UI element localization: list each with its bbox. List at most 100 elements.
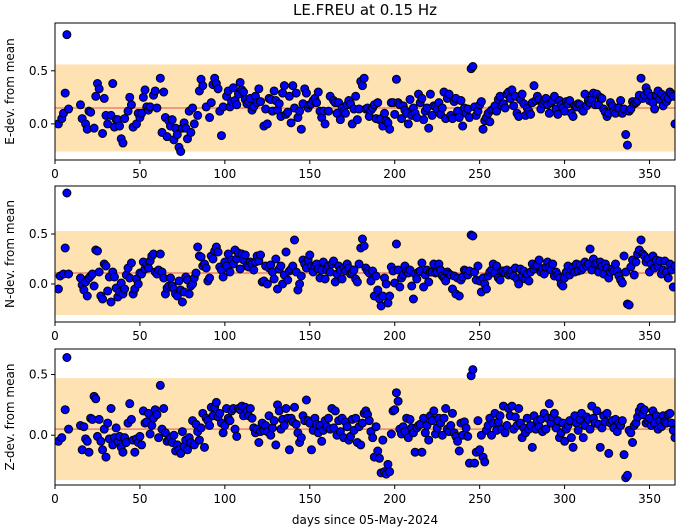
data-point xyxy=(427,110,437,120)
y-axis-label-z: Z-dev. from mean xyxy=(3,364,17,471)
data-point xyxy=(373,285,383,295)
data-point xyxy=(94,84,104,94)
data-point xyxy=(495,275,505,285)
data-point xyxy=(247,413,257,423)
data-point xyxy=(408,294,418,304)
data-point xyxy=(349,265,359,275)
data-point xyxy=(290,402,300,412)
subplot-panels: 0 50 100 150 200 250 300 350 0.0 0.5 E-dev. from m… xyxy=(3,22,676,506)
data-point xyxy=(544,399,554,409)
data-point xyxy=(527,442,537,452)
data-point xyxy=(193,242,203,252)
data-point xyxy=(125,92,135,102)
data-point xyxy=(619,450,629,460)
y-tick-label: 0.5 xyxy=(29,368,48,382)
data-point xyxy=(159,404,169,413)
data-point xyxy=(106,404,116,413)
data-point xyxy=(548,259,558,269)
data-point xyxy=(218,272,228,282)
data-point xyxy=(281,404,291,413)
data-point xyxy=(385,291,395,301)
data-point xyxy=(271,440,281,450)
data-point xyxy=(225,416,235,426)
data-point xyxy=(55,284,63,294)
data-point xyxy=(89,281,99,291)
data-point xyxy=(405,94,415,104)
data-point xyxy=(176,448,186,458)
data-point xyxy=(305,250,315,260)
data-point xyxy=(177,427,187,437)
data-point xyxy=(98,445,108,455)
data-point xyxy=(480,457,490,467)
data-point xyxy=(468,365,478,375)
x-axis-label: days since 05-May-2024 xyxy=(292,513,438,527)
data-point xyxy=(510,412,520,422)
data-point xyxy=(420,428,430,438)
data-point xyxy=(137,440,147,450)
data-point xyxy=(383,459,393,469)
x-tick-label: 350 xyxy=(638,167,661,181)
data-point xyxy=(517,89,527,99)
data-point xyxy=(118,447,128,457)
data-point xyxy=(485,117,495,127)
data-point xyxy=(492,106,502,116)
data-point xyxy=(235,77,245,87)
data-point xyxy=(276,261,286,271)
data-point xyxy=(218,428,228,438)
data-point xyxy=(201,263,211,273)
data-point xyxy=(405,414,415,424)
x-tick-label: 350 xyxy=(638,329,661,343)
data-point xyxy=(639,405,649,415)
data-point xyxy=(138,92,148,102)
data-point xyxy=(64,424,74,434)
data-point xyxy=(453,436,463,446)
x-tick-label: 100 xyxy=(213,167,236,181)
data-point xyxy=(429,406,439,416)
data-point xyxy=(514,404,524,413)
data-point xyxy=(395,282,405,292)
data-point xyxy=(232,100,242,110)
data-point xyxy=(509,101,519,111)
data-point xyxy=(636,235,646,245)
y-axis-label-n: N-dev. from mean xyxy=(3,200,17,308)
data-point xyxy=(323,106,333,116)
data-point xyxy=(199,442,209,452)
data-point xyxy=(340,108,350,118)
axes-frame-n xyxy=(54,185,676,323)
data-point xyxy=(205,273,215,283)
data-point xyxy=(502,421,512,430)
data-point xyxy=(152,410,162,420)
y-tick-label: 0.0 xyxy=(29,428,48,442)
x-tick-label: 300 xyxy=(553,492,576,506)
x-tick-label: 200 xyxy=(383,167,406,181)
y-tick-label: 0.5 xyxy=(29,64,48,78)
x-tick-label: 150 xyxy=(298,167,321,181)
data-point xyxy=(313,87,323,97)
x-tick-label: 300 xyxy=(553,167,576,181)
data-point xyxy=(320,274,330,284)
data-point xyxy=(568,111,578,121)
data-point xyxy=(269,86,279,96)
data-point xyxy=(274,99,284,109)
data-point xyxy=(145,429,155,439)
data-point xyxy=(514,279,524,289)
data-point xyxy=(216,131,226,141)
data-point xyxy=(544,108,554,118)
data-point xyxy=(670,261,675,271)
data-point xyxy=(57,433,67,443)
data-point xyxy=(371,271,381,281)
data-point xyxy=(424,435,434,445)
data-point xyxy=(617,416,627,426)
subplot-e: 0 50 100 150 200 250 300 350 0.0 0.5 E-dev. from m… xyxy=(3,22,676,181)
data-point xyxy=(626,428,636,438)
data-point xyxy=(476,97,486,107)
data-point xyxy=(182,445,192,455)
data-point xyxy=(454,446,464,456)
data-point xyxy=(94,414,104,424)
data-point xyxy=(91,394,101,404)
data-point xyxy=(135,431,145,441)
axes-frame-e xyxy=(54,22,676,161)
data-point xyxy=(232,431,242,441)
data-point xyxy=(373,446,383,456)
data-point xyxy=(468,62,478,72)
